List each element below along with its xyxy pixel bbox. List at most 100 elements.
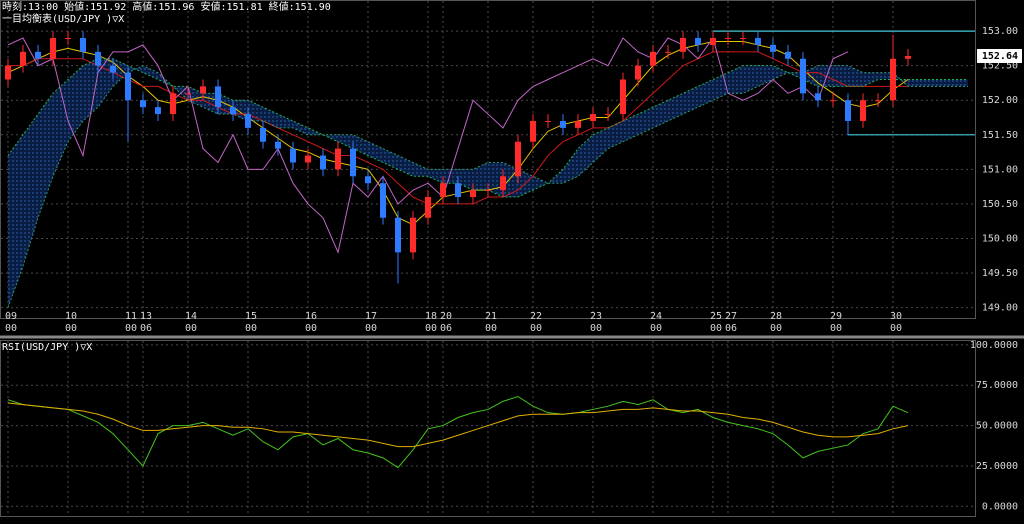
- candle-body: [215, 86, 221, 108]
- y-tick-label: 0.0000: [982, 501, 1018, 512]
- rsi-line: [7, 395, 909, 469]
- candle-body: [320, 155, 326, 170]
- candle-body: [905, 55, 911, 59]
- candle-body: [530, 120, 536, 142]
- candle-body: [140, 100, 146, 108]
- candle-body: [755, 38, 761, 45]
- candle-body: [5, 65, 11, 80]
- candle-body: [620, 79, 626, 115]
- x-tick-sublabel: 00: [485, 323, 497, 334]
- x-tick-label: 30: [890, 311, 902, 322]
- candle-body: [740, 38, 746, 40]
- x-tick-sublabel: 00: [305, 323, 317, 334]
- y-tick-label: 149.00: [982, 303, 1018, 314]
- x-tick-label: 21: [485, 311, 497, 322]
- candle-body: [500, 176, 506, 191]
- last-price-box: [977, 48, 1022, 63]
- candle-body: [200, 86, 206, 94]
- candle-body: [545, 120, 551, 122]
- candle-body: [590, 114, 596, 121]
- candle-body: [815, 93, 821, 101]
- x-tick-sublabel: 00: [890, 323, 902, 334]
- x-tick-label: 22: [530, 311, 542, 322]
- candle-body: [575, 120, 581, 128]
- candle-body: [800, 58, 806, 94]
- candle-body: [350, 148, 356, 177]
- x-tick-label: 15: [245, 311, 257, 322]
- candle-body: [20, 51, 26, 66]
- y-tick-label: 151.50: [982, 130, 1018, 141]
- candle-body: [410, 217, 416, 253]
- x-tick-sublabel: 00: [830, 323, 842, 334]
- y-tick-label: 25.0000: [976, 461, 1018, 472]
- x-tick-label: 24: [650, 311, 662, 322]
- indicator-title: 一目均衡表(USD/JPY )▽X: [2, 12, 124, 25]
- candle-body: [185, 93, 191, 95]
- x-tick-sublabel: 00: [650, 323, 662, 334]
- y-tick-label: 150.50: [982, 199, 1018, 210]
- x-tick-label: 17: [365, 311, 377, 322]
- candle-body: [860, 100, 866, 121]
- candle-body: [710, 38, 716, 45]
- candle-body: [65, 38, 71, 40]
- x-tick-sublabel: 00: [245, 323, 257, 334]
- y-tick-label: 150.00: [982, 234, 1018, 245]
- x-tick-label: 09: [5, 311, 17, 322]
- x-tick-label: 27: [725, 311, 737, 322]
- x-tick-sublabel: 00: [5, 323, 17, 334]
- candle-body: [470, 190, 476, 198]
- ohlc-header: 時刻:13:00 始値:151.92 高値:151.96 安値:151.81 終…: [2, 0, 331, 13]
- candle-body: [875, 100, 881, 102]
- candle-body: [125, 72, 131, 101]
- candle-body: [365, 176, 371, 184]
- x-tick-sublabel: 00: [590, 323, 602, 334]
- candle-body: [665, 51, 671, 53]
- y-tick-label: 75.0000: [976, 380, 1018, 391]
- candle-body: [245, 114, 251, 128]
- x-tick-label: 10: [65, 311, 77, 322]
- candle-body: [830, 100, 836, 102]
- candle-body: [305, 155, 311, 163]
- rsi-panel: [0, 340, 976, 517]
- candle-body: [725, 38, 731, 40]
- x-tick-label: 13: [140, 311, 152, 322]
- candle-body: [605, 114, 611, 116]
- candle-body: [770, 44, 776, 52]
- candle-body: [515, 141, 521, 177]
- candle-body: [80, 38, 86, 52]
- y-tick-label: 100.0000: [970, 340, 1018, 351]
- candle-body: [260, 127, 266, 142]
- last-price-label: 152.64: [982, 51, 1018, 62]
- x-tick-label: 29: [830, 311, 842, 322]
- candle-body: [380, 183, 386, 218]
- candle-body: [395, 217, 401, 253]
- rsi-title: RSI(USD/JPY )▽X: [2, 342, 92, 353]
- x-tick-label: 14: [185, 311, 197, 322]
- candle-body: [890, 58, 896, 101]
- x-tick-label: 11: [125, 311, 137, 322]
- candle-body: [290, 148, 296, 163]
- candle-body: [95, 51, 101, 66]
- x-tick-sublabel: 06: [440, 323, 452, 334]
- x-tick-label: 23: [590, 311, 602, 322]
- rsi-line: [7, 402, 909, 448]
- candle-body: [650, 51, 656, 66]
- candle-body: [695, 38, 701, 45]
- y-tick-label: 152.50: [982, 61, 1018, 72]
- y-tick-label: 149.50: [982, 268, 1018, 279]
- indicator-line: [7, 36, 849, 254]
- x-tick-label: 20: [440, 311, 452, 322]
- y-tick-label: 151.00: [982, 164, 1018, 175]
- x-tick-label: 28: [770, 311, 782, 322]
- candle-body: [155, 107, 161, 115]
- candle-body: [785, 51, 791, 59]
- candle-body: [845, 100, 851, 121]
- y-tick-label: 50.0000: [976, 421, 1018, 432]
- x-tick-sublabel: 00: [530, 323, 542, 334]
- candle-body: [455, 183, 461, 198]
- x-tick-label: 16: [305, 311, 317, 322]
- candle-body: [425, 197, 431, 218]
- price-panel: [0, 0, 976, 319]
- x-tick-sublabel: 06: [725, 323, 737, 334]
